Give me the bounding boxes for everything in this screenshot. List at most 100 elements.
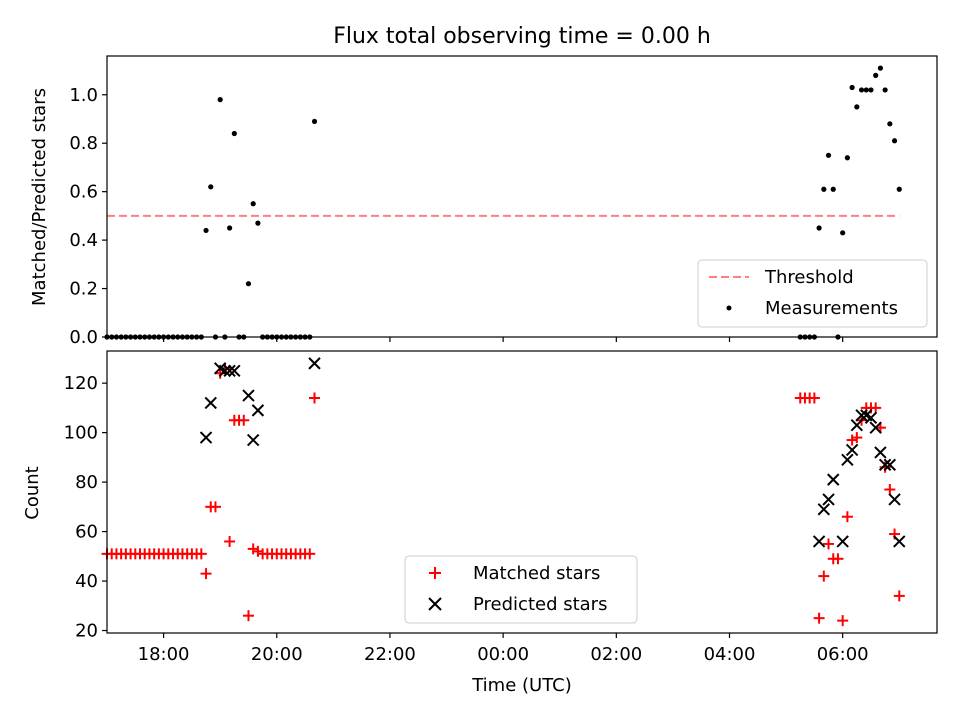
matched-star-point xyxy=(870,402,882,414)
x-tick-label: 06:00 xyxy=(817,644,869,665)
x-tick-label: 02:00 xyxy=(590,644,642,665)
y-tick-label: 120 xyxy=(64,373,98,394)
y-tick-label: 1.0 xyxy=(69,85,98,106)
predicted-star-point xyxy=(228,364,241,377)
matched-legend-swatch xyxy=(429,567,441,579)
matched-star-point xyxy=(304,548,316,560)
predicted-legend-label: Predicted stars xyxy=(473,594,607,615)
measurement-point xyxy=(830,186,836,192)
matched-star-point xyxy=(884,484,896,496)
matched-star-point xyxy=(209,501,221,513)
measurement-point xyxy=(250,201,256,207)
measurement-point xyxy=(858,87,865,93)
matched-star-point xyxy=(813,612,825,624)
predicted-star-point xyxy=(836,535,849,548)
x-tick-label: 04:00 xyxy=(704,644,756,665)
matched-star-point xyxy=(841,511,853,523)
ratio-axes-frame xyxy=(106,55,938,338)
x-tick-label: 18:00 xyxy=(138,644,190,665)
x-axis-label: Time (UTC) xyxy=(471,675,572,696)
matched-star-point xyxy=(846,434,858,446)
ratio-legend: Threshold Measurements xyxy=(697,259,928,328)
measurement-point xyxy=(255,220,261,226)
matched-legend-label: Matched stars xyxy=(473,563,600,584)
predicted-star-point xyxy=(251,404,265,417)
matched-star-point xyxy=(893,590,905,602)
measurement-point xyxy=(891,138,898,144)
measurement-point xyxy=(217,97,223,103)
count-y-axis-label: Count xyxy=(22,466,43,519)
count-y-ticks: 20 40 60 80 100 120 xyxy=(64,373,107,642)
matched-star-point xyxy=(823,538,835,550)
matched-star-point xyxy=(200,568,212,580)
measurement-point xyxy=(245,281,252,287)
predicted-star-point xyxy=(841,453,854,467)
predicted-star-point xyxy=(869,421,882,434)
measurement-point xyxy=(208,184,214,190)
measurement-point xyxy=(887,121,893,127)
predicted-star-point xyxy=(246,433,260,447)
y-tick-label: 40 xyxy=(75,571,98,592)
predicted-star-point xyxy=(883,458,897,471)
matched-star-point xyxy=(832,553,844,565)
matched-star-point xyxy=(247,543,259,555)
count-legend: Matched stars Predicted stars xyxy=(404,555,638,624)
count-axes-frame xyxy=(106,350,938,634)
matched-star-point xyxy=(837,615,849,627)
predicted-star-point xyxy=(850,419,864,432)
measurement-point xyxy=(231,130,237,137)
ratio-y-ticks: 0.0 0.2 0.4 0.6 0.8 1.0 xyxy=(69,85,107,348)
matched-star-point xyxy=(242,610,254,622)
threshold-legend-label: Threshold xyxy=(764,267,854,288)
x-tick-label: 20:00 xyxy=(251,644,303,665)
y-tick-label: 0.0 xyxy=(69,327,98,348)
predicted-star-point xyxy=(223,364,236,377)
predicted-star-point xyxy=(874,446,887,459)
count-legend-box xyxy=(404,555,638,624)
count-panel: 20 40 60 80 100 120 18:00 20:00 22:00 00:00 02:00… xyxy=(22,350,938,696)
y-tick-label: 0.4 xyxy=(69,230,98,251)
count-marks xyxy=(101,357,906,627)
predicted-star-point xyxy=(204,396,217,410)
measurement-point xyxy=(868,87,874,93)
y-tick-label: 100 xyxy=(64,423,98,444)
y-tick-label: 0.6 xyxy=(69,182,98,203)
matched-star-point xyxy=(808,392,820,404)
predicted-legend-swatch xyxy=(428,597,442,611)
predicted-star-point xyxy=(855,409,868,422)
predicted-star-point xyxy=(893,535,906,548)
matched-star-point xyxy=(309,392,320,404)
predicted-star-point xyxy=(812,535,826,548)
y-tick-label: 80 xyxy=(75,472,98,493)
chart-title: Flux total observing time = 0.00 h xyxy=(333,24,711,49)
predicted-star-point xyxy=(199,431,213,444)
ratio-x-ticks xyxy=(162,337,844,342)
predicted-star-point xyxy=(242,389,255,402)
predicted-star-point xyxy=(308,357,321,370)
measurement-point xyxy=(877,65,884,71)
predicted-star-point xyxy=(864,411,878,424)
measurements-legend-label: Measurements xyxy=(765,298,898,319)
measurement-point xyxy=(311,118,318,125)
matched-star-point xyxy=(252,545,264,557)
predicted-star-point xyxy=(827,473,840,486)
predicted-star-point xyxy=(845,443,859,457)
measurement-point xyxy=(844,155,850,161)
predicted-star-point xyxy=(218,364,232,377)
matched-star-point xyxy=(238,414,250,426)
measurement-point xyxy=(863,87,869,93)
measurement-point xyxy=(840,230,846,236)
ratio-panel: 0.0 0.2 0.4 0.6 0.8 1.0 Matched/Predicted sta… xyxy=(29,55,938,348)
matched-star-point xyxy=(851,432,863,444)
x-tick-label: 22:00 xyxy=(364,644,416,665)
matched-star-point xyxy=(195,548,207,560)
measurement-point xyxy=(873,72,879,78)
predicted-star-point xyxy=(822,493,835,506)
measurement-point xyxy=(896,186,902,192)
measurement-point xyxy=(203,227,209,234)
y-tick-label: 0.2 xyxy=(69,279,98,300)
predicted-star-point xyxy=(817,503,831,516)
matched-star-point xyxy=(818,570,830,582)
count-x-ticks: 18:00 20:00 22:00 00:00 02:00 04:00 06:00 xyxy=(138,633,869,665)
